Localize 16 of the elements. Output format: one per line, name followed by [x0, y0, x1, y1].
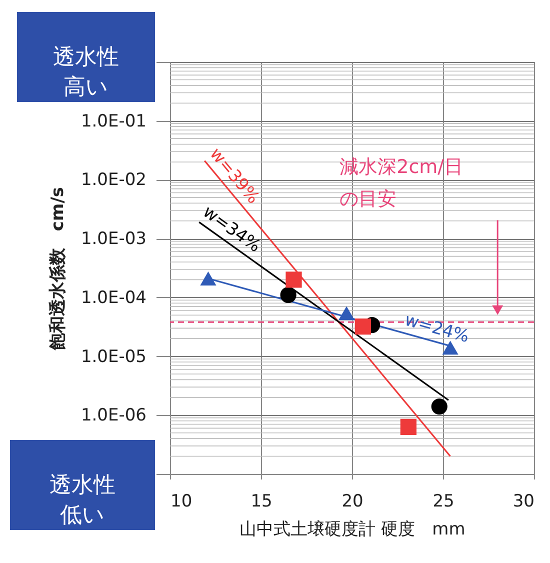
y-tick-label: 1.0E-02: [80, 170, 146, 190]
x-tick-label: 25: [432, 492, 454, 512]
text: w=24%: [402, 310, 472, 348]
y-tick-label: 1.0E-01: [80, 111, 146, 132]
x-axis-title: 山中式土壌硬度計 硬度 mm: [240, 520, 466, 540]
x-tick-label: 20: [342, 492, 364, 512]
x-tick-label: 10: [170, 492, 192, 512]
x-tick-label: 15: [250, 492, 272, 512]
y-tick-label: 1.0E-04: [80, 288, 146, 308]
y-tick-label: 1.0E-05: [80, 346, 146, 367]
text: 透水性高い: [53, 45, 119, 100]
text: 透水性低い: [50, 473, 116, 528]
y-tick-label: 1.0E-03: [80, 229, 146, 250]
x-tick-label: 30: [512, 492, 534, 512]
y-axis-title: 飽和透水係数 cm/s: [48, 186, 68, 352]
y-tick-label: 1.0E-06: [80, 406, 146, 426]
